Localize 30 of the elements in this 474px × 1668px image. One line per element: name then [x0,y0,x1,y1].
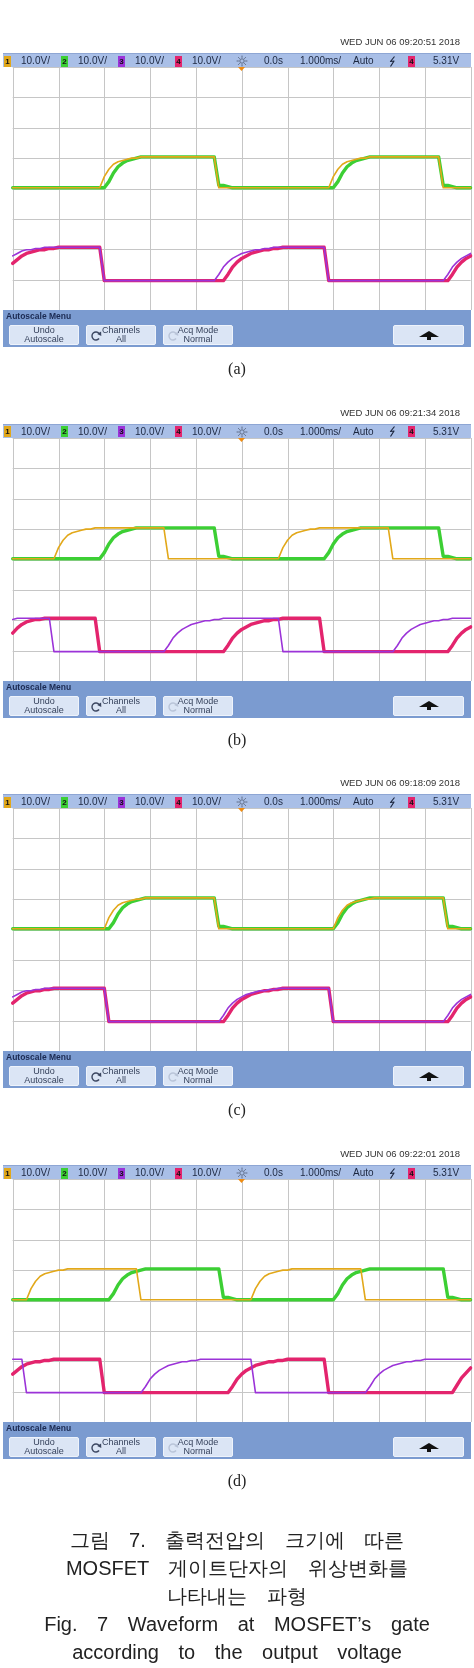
button: Undo Autoscale [9,1066,79,1087]
menu-bar: Autoscale Menu Undo Autoscale Channels All Acq Mode Normal [3,1422,471,1460]
button: Undo Autoscale [9,695,79,716]
menu-bar: Autoscale Menu Undo Autoscale Channels All Acq Mode Normal [3,310,471,347]
text: (a) [228,360,246,377]
status-bar: 1 10.0V/ 2 10.0V/ 3 10.0V/ 4 10.0V/ 0.0s 1.000ms/ Auto 4 5.31V [3,423,471,438]
text: (d) [227,1472,247,1490]
button: Acq Mode Normal [163,1066,233,1087]
status-bar: 1 10.0V/ 2 10.0V/ 3 10.0V/ 4 10.0V/ 0.0s 1.000ms/ Auto 4 5.31V [3,53,471,67]
button: Acq Mode Normal [163,1437,233,1458]
button: Channels All [86,1437,156,1458]
button: Undo Autoscale [9,325,79,345]
button: Channels All [86,1066,156,1087]
button: Acq Mode Normal [163,325,233,345]
text: WED JUN 06 09:22:01 2018 [340,1148,460,1160]
text: WED JUN 06 09:20:51 2018 [340,36,460,47]
text: WED JUN 06 09:18:09 2018 [340,777,460,789]
menu-bar: Autoscale Menu Undo Autoscale Channels All Acq Mode Normal [3,680,471,718]
button: Channels All [86,695,156,716]
text: WED JUN 06 09:21:34 2018 [340,406,460,418]
caption: Fig. 7 Waveform at MOSFET’s gate according to the output voltage [44,1612,430,1663]
button: Channels All [86,325,156,345]
menu-bar: Autoscale Menu Undo Autoscale Channels All Acq Mode Normal [3,1051,471,1089]
status-bar: 1 10.0V/ 2 10.0V/ 3 10.0V/ 4 10.0V/ 0.0s 1.000ms/ Auto 4 5.31V [3,794,471,809]
button: Undo Autoscale [9,1437,79,1458]
button: Acq Mode Normal [163,695,233,716]
text: (c) [228,1101,246,1119]
caption: 그림 7. 출력전압의 크기에 따른 MOSFET 게이트단자의 위상변화를 나타내는 파형 [65,1528,409,1607]
status-bar: 1 10.0V/ 2 10.0V/ 3 10.0V/ 4 10.0V/ 0.0s 1.000ms/ Auto 4 5.31V [3,1165,471,1180]
text: (b) [227,730,247,748]
